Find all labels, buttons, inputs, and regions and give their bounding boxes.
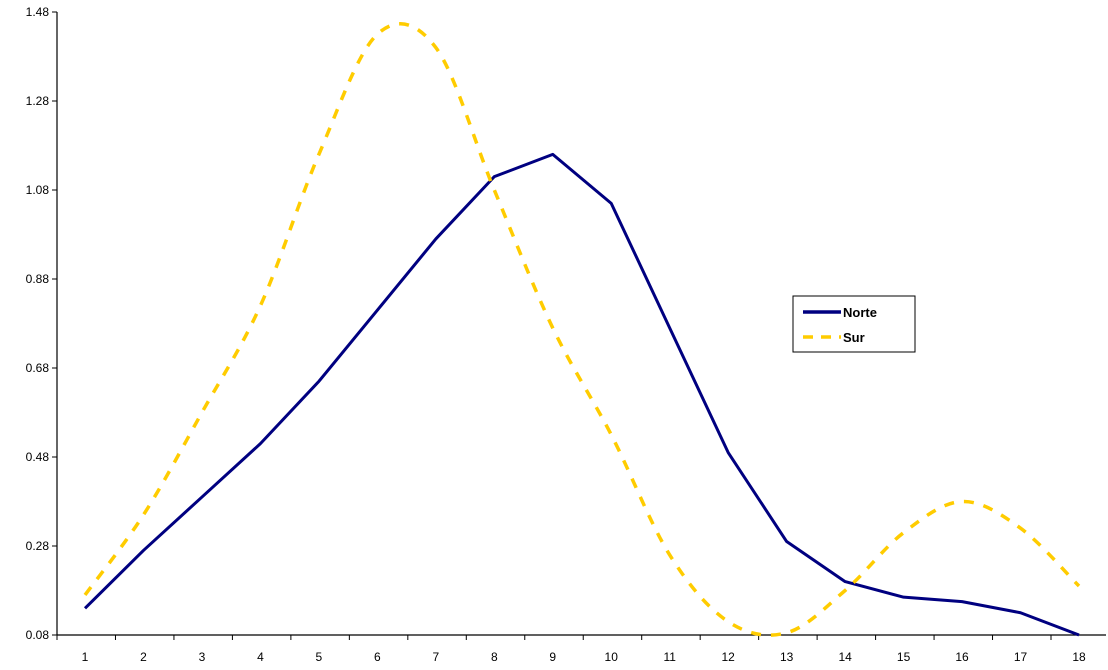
legend-label-sur: Sur — [843, 330, 865, 345]
y-tick-label: 0.08 — [26, 628, 50, 642]
x-tick-label: 1 — [82, 650, 89, 664]
y-tick-label: 1.08 — [26, 183, 50, 197]
series-line-sur — [83, 22, 1081, 637]
x-tick-label: 15 — [897, 650, 911, 664]
x-tick-label: 9 — [549, 650, 556, 664]
x-tick-label: 17 — [1014, 650, 1028, 664]
x-tick-label: 8 — [491, 650, 498, 664]
x-tick-label: 18 — [1072, 650, 1086, 664]
y-tick-label: 1.28 — [26, 94, 50, 108]
series-line-norte — [83, 152, 1080, 637]
series-lines — [83, 22, 1081, 637]
y-axis-ticks: 0.08 0.28 0.48 0.68 0.88 1.08 1.28 1.48 — [26, 5, 57, 642]
y-tick-label: 0.48 — [26, 450, 50, 464]
y-tick-label: 0.28 — [26, 539, 50, 553]
x-tick-label: 16 — [955, 650, 969, 664]
x-tick-label: 2 — [140, 650, 147, 664]
x-tick-label: 10 — [605, 650, 619, 664]
x-tick-label: 5 — [316, 650, 323, 664]
y-tick-label: 0.68 — [26, 361, 50, 375]
y-tick-label: 0.88 — [26, 272, 50, 286]
y-tick-label: 1.48 — [26, 5, 50, 19]
x-tick-label: 14 — [838, 650, 852, 664]
axes — [56, 12, 1106, 636]
legend: Norte Sur — [792, 295, 916, 353]
x-tick-label: 7 — [432, 650, 439, 664]
legend-label-norte: Norte — [843, 305, 877, 320]
x-tick-label: 13 — [780, 650, 794, 664]
x-tick-label: 6 — [374, 650, 381, 664]
x-axis-ticks: 1 2 3 4 5 6 7 8 9 10 11 12 13 14 15 16 17 18 — [56, 635, 1086, 664]
legend-box — [792, 295, 916, 353]
x-tick-label: 12 — [721, 650, 735, 664]
x-tick-label: 4 — [257, 650, 264, 664]
x-tick-label: 3 — [199, 650, 206, 664]
x-tick-label: 11 — [663, 650, 676, 664]
